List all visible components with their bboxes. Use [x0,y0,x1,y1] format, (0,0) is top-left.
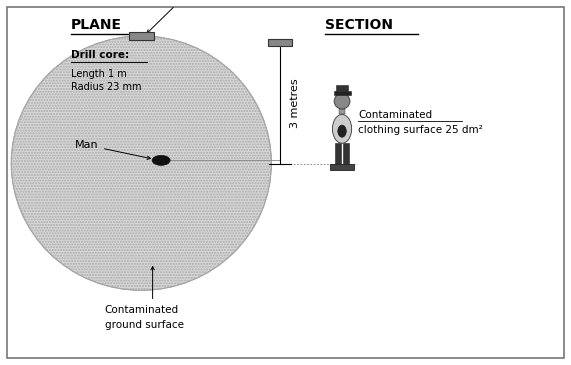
Circle shape [334,93,350,109]
Text: Contaminated: Contaminated [104,305,179,315]
FancyBboxPatch shape [336,85,348,91]
Text: ground surface: ground surface [104,320,183,330]
Text: Contaminated: Contaminated [358,110,432,120]
Circle shape [11,36,271,290]
FancyBboxPatch shape [333,91,351,95]
Text: Man: Man [75,140,99,150]
FancyBboxPatch shape [128,32,154,39]
Text: Drill core:: Drill core: [71,50,128,60]
Text: clothing surface 25 dm²: clothing surface 25 dm² [358,125,482,135]
Text: Length 1 m: Length 1 m [71,69,126,78]
FancyBboxPatch shape [330,164,354,170]
Ellipse shape [332,115,352,143]
Text: SECTION: SECTION [325,18,393,32]
Ellipse shape [338,125,346,137]
Ellipse shape [152,155,170,165]
Text: PLANE: PLANE [71,18,122,32]
Text: Radius 23 mm: Radius 23 mm [71,82,141,92]
Text: 3 metres: 3 metres [290,78,300,128]
FancyBboxPatch shape [335,143,341,164]
FancyBboxPatch shape [7,7,564,358]
FancyBboxPatch shape [343,143,349,164]
FancyBboxPatch shape [268,39,292,46]
FancyBboxPatch shape [339,109,345,115]
